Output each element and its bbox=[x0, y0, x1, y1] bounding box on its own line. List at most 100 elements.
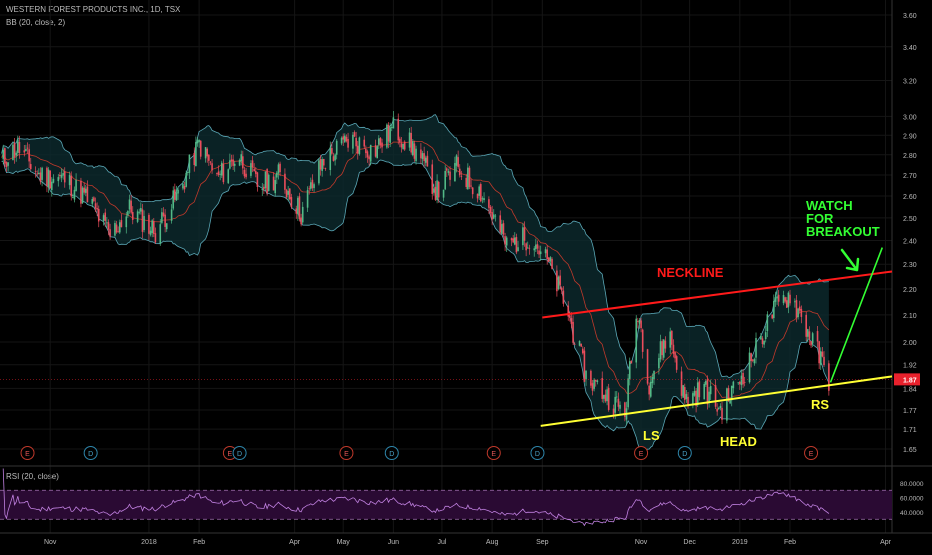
dividend-marker[interactable] bbox=[677, 446, 692, 460]
candle bbox=[669, 331, 672, 348]
dividend-marker[interactable] bbox=[232, 446, 247, 460]
candle bbox=[672, 344, 675, 354]
candle bbox=[590, 370, 592, 386]
candle bbox=[301, 206, 304, 223]
candle bbox=[117, 231, 119, 233]
candle bbox=[776, 296, 778, 299]
candle bbox=[397, 118, 400, 141]
earnings-marker[interactable] bbox=[804, 446, 819, 460]
price-tick-label: 2.40 bbox=[903, 239, 917, 246]
candle bbox=[162, 212, 165, 216]
candle bbox=[753, 359, 756, 364]
dividend-marker[interactable] bbox=[83, 446, 98, 460]
candle bbox=[476, 193, 479, 199]
candle bbox=[596, 380, 599, 383]
candle bbox=[606, 389, 608, 402]
candle bbox=[454, 163, 456, 182]
candle bbox=[447, 171, 450, 173]
candle bbox=[272, 176, 275, 191]
candle bbox=[583, 350, 586, 382]
candle bbox=[62, 173, 64, 176]
candle bbox=[585, 370, 587, 380]
candle bbox=[739, 381, 741, 385]
candle bbox=[617, 398, 620, 407]
candle bbox=[481, 198, 484, 200]
earnings-marker[interactable] bbox=[486, 446, 501, 460]
candle bbox=[161, 212, 163, 223]
candle bbox=[649, 381, 652, 397]
candle bbox=[81, 187, 84, 204]
candle bbox=[525, 243, 527, 251]
candle bbox=[726, 388, 728, 421]
candle bbox=[159, 224, 162, 244]
earnings-marker[interactable] bbox=[20, 446, 35, 460]
earnings-marker[interactable] bbox=[634, 446, 649, 460]
candle bbox=[332, 156, 335, 161]
candle bbox=[492, 214, 495, 219]
price-tick-label: 3.20 bbox=[903, 79, 917, 86]
candle bbox=[823, 356, 825, 366]
event-marker-letter: E bbox=[344, 451, 349, 458]
candle bbox=[693, 391, 696, 396]
price-tick-label: 2.90 bbox=[903, 133, 917, 140]
candle bbox=[379, 137, 382, 146]
candle bbox=[104, 212, 107, 221]
candle bbox=[578, 341, 581, 346]
candle bbox=[635, 318, 638, 363]
candle bbox=[785, 300, 788, 308]
time-tick-label: Feb bbox=[784, 539, 796, 546]
candle bbox=[819, 351, 822, 365]
candle bbox=[216, 173, 218, 175]
candle bbox=[573, 343, 576, 345]
price-tick-label: 3.00 bbox=[903, 114, 917, 121]
event-marker-letter: D bbox=[389, 451, 394, 458]
price-axis[interactable]: 3.60 3.40 3.20 3.00 2.90 2.80 2.70 2.60 2.50 2.40… bbox=[903, 13, 917, 454]
candle bbox=[94, 203, 97, 209]
candle bbox=[675, 356, 678, 370]
candle bbox=[685, 394, 688, 400]
price-tick-label: 2.50 bbox=[903, 216, 917, 223]
candle bbox=[410, 132, 412, 153]
candle bbox=[230, 159, 233, 162]
candle bbox=[687, 396, 689, 407]
neckline-trendline[interactable] bbox=[542, 270, 893, 319]
candle bbox=[285, 189, 288, 198]
candle bbox=[174, 189, 176, 200]
price-tick-label: 2.70 bbox=[903, 173, 917, 180]
candle bbox=[279, 163, 281, 173]
candle bbox=[708, 391, 710, 402]
candle bbox=[651, 376, 654, 384]
candle bbox=[760, 335, 762, 340]
candle bbox=[794, 301, 796, 303]
candle bbox=[266, 169, 268, 194]
candle bbox=[483, 198, 485, 201]
support-trendline[interactable] bbox=[540, 375, 893, 427]
candle bbox=[437, 181, 440, 198]
neckline-label: NECKLINE bbox=[657, 265, 724, 280]
dividend-marker[interactable] bbox=[530, 446, 545, 460]
candle bbox=[41, 167, 43, 180]
earnings-marker[interactable] bbox=[339, 446, 354, 460]
candle bbox=[544, 249, 547, 254]
candle bbox=[219, 173, 221, 175]
dividend-marker[interactable] bbox=[384, 446, 399, 460]
candle bbox=[580, 343, 582, 347]
time-tick-label: Apr bbox=[289, 539, 301, 546]
time-tick-label: Nov bbox=[635, 539, 648, 546]
event-marker-letter: E bbox=[25, 451, 30, 458]
candle bbox=[386, 124, 388, 148]
candle bbox=[141, 209, 144, 232]
candle bbox=[165, 223, 168, 230]
time-axis[interactable]: Nov 2018 Feb Apr May Jun Jul Aug Sep Nov Dec 2019 Fe… bbox=[44, 539, 892, 546]
time-tick-label: May bbox=[337, 539, 351, 546]
candle bbox=[25, 149, 27, 152]
candle bbox=[34, 170, 37, 172]
breakout-projection-line[interactable] bbox=[829, 247, 884, 383]
candle bbox=[637, 321, 639, 322]
candle bbox=[408, 132, 411, 148]
candle bbox=[38, 172, 40, 175]
candle bbox=[154, 233, 157, 243]
candle bbox=[245, 173, 247, 178]
